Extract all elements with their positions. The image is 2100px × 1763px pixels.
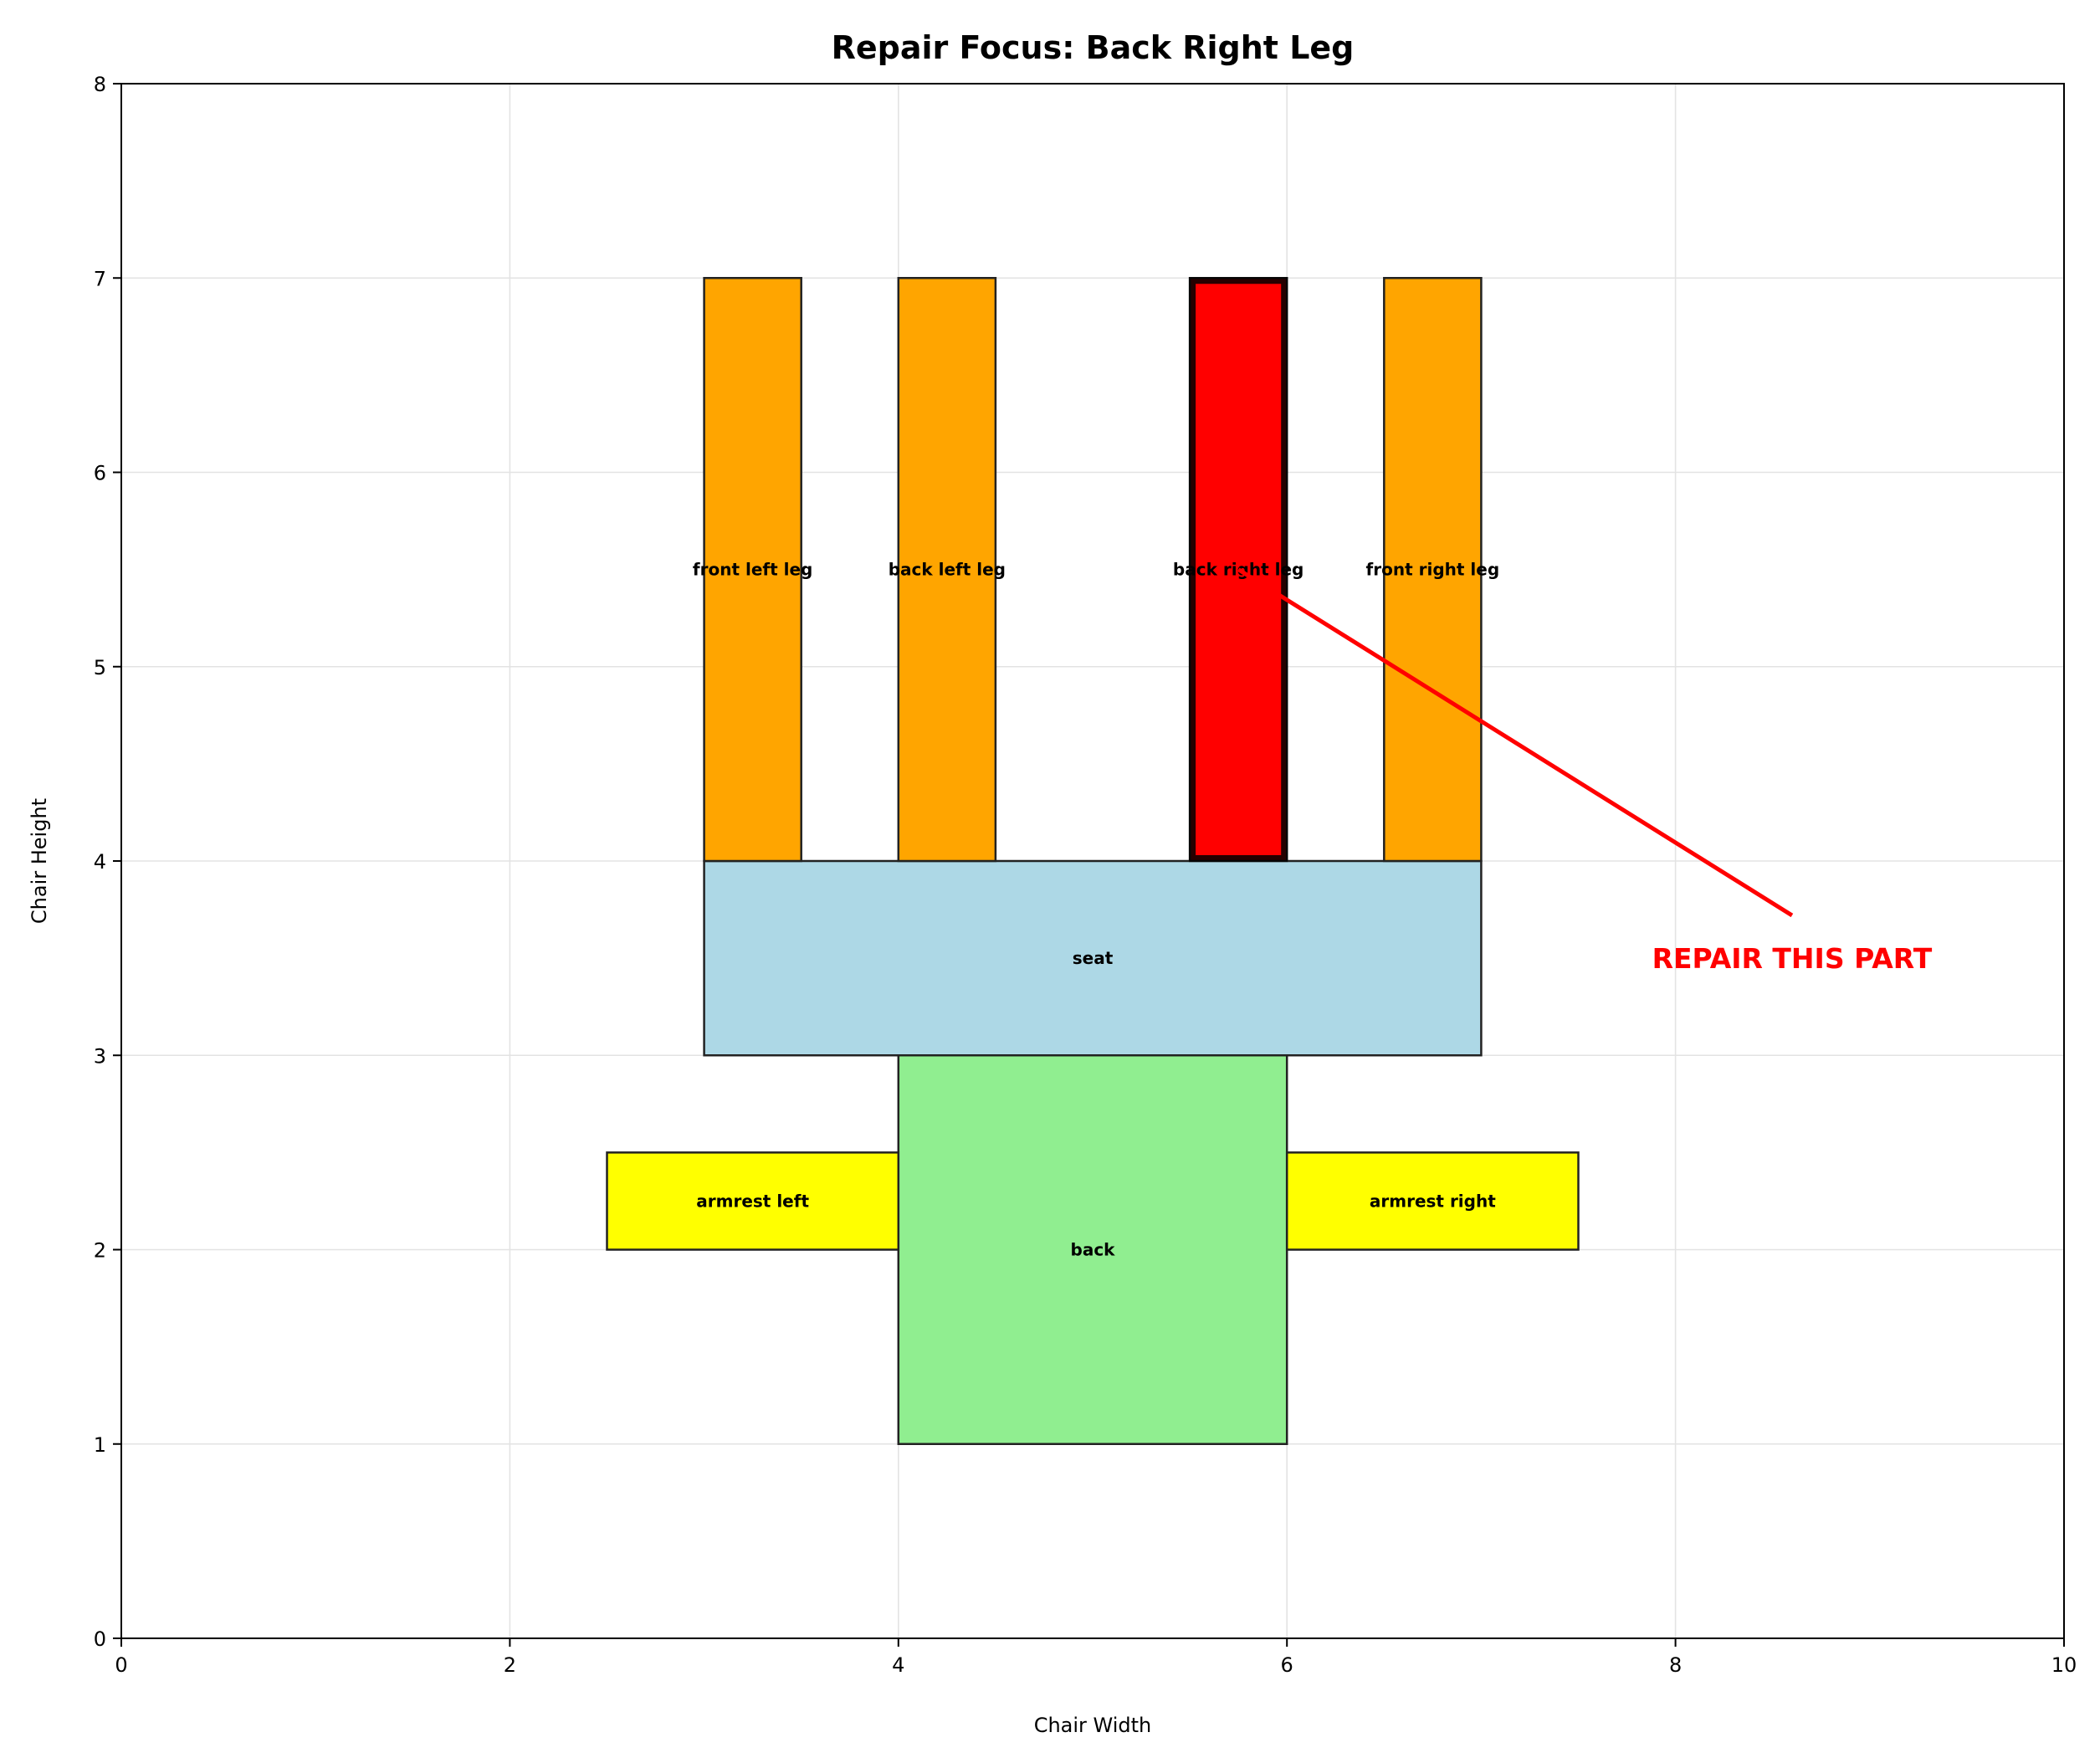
part-label-seat: seat xyxy=(1073,948,1114,968)
annotation-text: REPAIR THIS PART xyxy=(1652,942,1933,975)
part-armrest-right xyxy=(1285,1151,1580,1251)
part-label-armrest-left: armrest left xyxy=(696,1191,809,1211)
part-label-back-left-leg: back left leg xyxy=(889,560,1006,580)
y-tick-label: 1 xyxy=(94,1433,106,1457)
y-tick-label: 4 xyxy=(94,850,106,874)
x-tick-label: 2 xyxy=(504,1653,516,1677)
x-axis-label: Chair Width xyxy=(1034,1714,1152,1737)
part-back-left-leg xyxy=(897,277,997,863)
x-tick-label: 6 xyxy=(1281,1653,1293,1677)
part-label-front-right-leg: front right leg xyxy=(1366,560,1500,580)
part-label-back: back xyxy=(1071,1240,1116,1260)
annotation-layer: REPAIR THIS PART xyxy=(1237,567,1933,975)
y-tick-label: 2 xyxy=(94,1239,106,1263)
y-tick-label: 8 xyxy=(94,73,106,96)
highlight-outline xyxy=(1189,277,1288,862)
chart-title: Repair Focus: Back Right Leg xyxy=(832,29,1355,66)
y-axis-label: Chair Height xyxy=(28,798,51,924)
part-armrest-left xyxy=(606,1151,900,1251)
y-tick-label: 3 xyxy=(94,1044,106,1068)
annotation-arrow xyxy=(1237,567,1794,918)
parts-layer xyxy=(606,277,1580,1445)
y-tick-label: 6 xyxy=(94,462,106,485)
ticks-layer: 0 2 4 6 8 10 0 1 2 3 4 5 6 7 8 xyxy=(94,73,2077,1677)
x-tick-label: 8 xyxy=(1669,1653,1682,1677)
x-tick-label: 4 xyxy=(892,1653,904,1677)
part-seat xyxy=(703,859,1483,1057)
part-front-right-leg xyxy=(1383,277,1483,863)
y-tick-label: 5 xyxy=(94,656,106,679)
part-front-left-leg xyxy=(703,277,802,863)
labels-layer: back seat armrest left armrest right front l… xyxy=(693,560,1499,1260)
part-label-front-left-leg: front left leg xyxy=(693,560,812,580)
x-tick-label: 10 xyxy=(2051,1653,2077,1677)
x-tick-label: 0 xyxy=(115,1653,127,1677)
y-tick-label: 0 xyxy=(94,1627,106,1651)
part-label-armrest-right: armrest right xyxy=(1370,1191,1496,1211)
y-tick-label: 7 xyxy=(94,267,106,290)
